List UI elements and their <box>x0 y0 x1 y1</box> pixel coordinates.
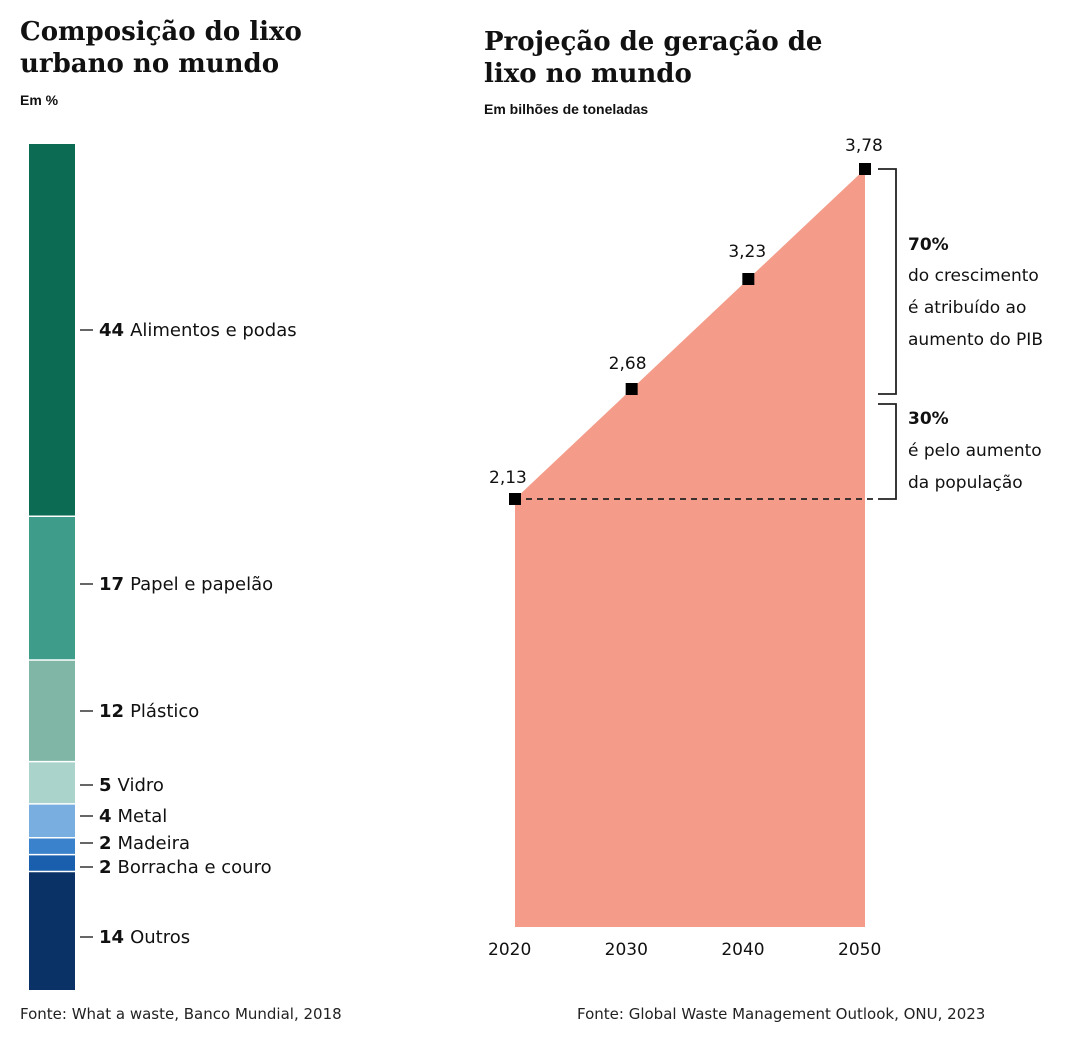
left-chart-subtitle: Em % <box>20 92 59 108</box>
segment-label-4: 4 Metal <box>99 806 167 827</box>
right-chart-title: Projeção de geração de lixo no mundo <box>484 27 823 89</box>
data-label-3: 3,78 <box>845 136 883 156</box>
segment-label-6: 2 Borracha e couro <box>99 857 272 878</box>
annotation-text-1-0: é pelo aumento <box>908 441 1042 461</box>
annotation-text-0-1: é atribuído ao <box>908 298 1026 318</box>
x-tick-label-2: 2040 <box>721 940 764 960</box>
gdp-bracket <box>878 168 897 395</box>
segment-value: 2 <box>99 833 112 854</box>
area-fill <box>515 169 865 927</box>
segment-name: Metal <box>118 806 168 827</box>
segment-2 <box>29 660 75 762</box>
segment-5 <box>29 837 75 855</box>
annotation-percent-1: 30% <box>908 409 949 429</box>
segment-label-2: 12 Plástico <box>99 701 199 722</box>
segment-label-3: 5 Vidro <box>99 775 164 796</box>
x-tick-label-0: 2020 <box>488 940 531 960</box>
left-chart-title: Composição do lixo urbano no mundo <box>20 17 302 79</box>
segment-name: Madeira <box>118 833 191 854</box>
annotation-text-0-2: aumento do PIB <box>908 330 1043 350</box>
x-tick-label-3: 2050 <box>838 940 881 960</box>
data-point-1 <box>625 383 638 395</box>
segment-3 <box>29 761 75 804</box>
data-label-0: 2,13 <box>489 468 527 488</box>
segment-name: Papel e papelão <box>130 574 273 595</box>
right-chart-subtitle: Em bilhões de toneladas <box>484 101 649 117</box>
data-label-1: 2,68 <box>609 354 647 374</box>
segment-7 <box>29 871 75 990</box>
segment-0 <box>29 144 75 517</box>
segment-label-1: 17 Papel e papelão <box>99 574 273 595</box>
segment-value: 4 <box>99 806 112 827</box>
right-chart-source: Fonte: Global Waste Management Outlook, … <box>577 1005 986 1023</box>
segment-label-7: 14 Outros <box>99 927 190 948</box>
segment-6 <box>29 854 75 872</box>
data-point-3 <box>859 163 871 175</box>
segment-value: 5 <box>99 775 112 796</box>
annotation-text-0-0: do crescimento <box>908 266 1039 286</box>
annotation-text-1-1: da população <box>908 473 1023 493</box>
segment-value: 14 <box>99 927 124 948</box>
segment-label-5: 2 Madeira <box>99 833 190 854</box>
segment-name: Vidro <box>118 775 164 796</box>
segment-name: Alimentos e podas <box>130 320 297 341</box>
x-tick-label-1: 2030 <box>605 940 648 960</box>
segment-value: 2 <box>99 857 112 878</box>
segment-value: 17 <box>99 574 124 595</box>
left-chart-source: Fonte: What a waste, Banco Mundial, 2018 <box>20 1005 342 1023</box>
data-point-2 <box>742 273 755 285</box>
segment-1 <box>29 516 75 661</box>
segment-name: Borracha e couro <box>118 857 272 878</box>
segment-label-0: 44 Alimentos e podas <box>99 320 297 341</box>
segment-value: 12 <box>99 701 124 722</box>
segment-4 <box>29 803 75 838</box>
segment-name: Outros <box>130 927 190 948</box>
segment-value: 44 <box>99 320 124 341</box>
population-bracket <box>878 403 897 500</box>
data-label-2: 3,23 <box>728 242 766 262</box>
annotation-percent-0: 70% <box>908 235 949 255</box>
segment-name: Plástico <box>130 701 199 722</box>
data-point-0 <box>509 493 521 505</box>
